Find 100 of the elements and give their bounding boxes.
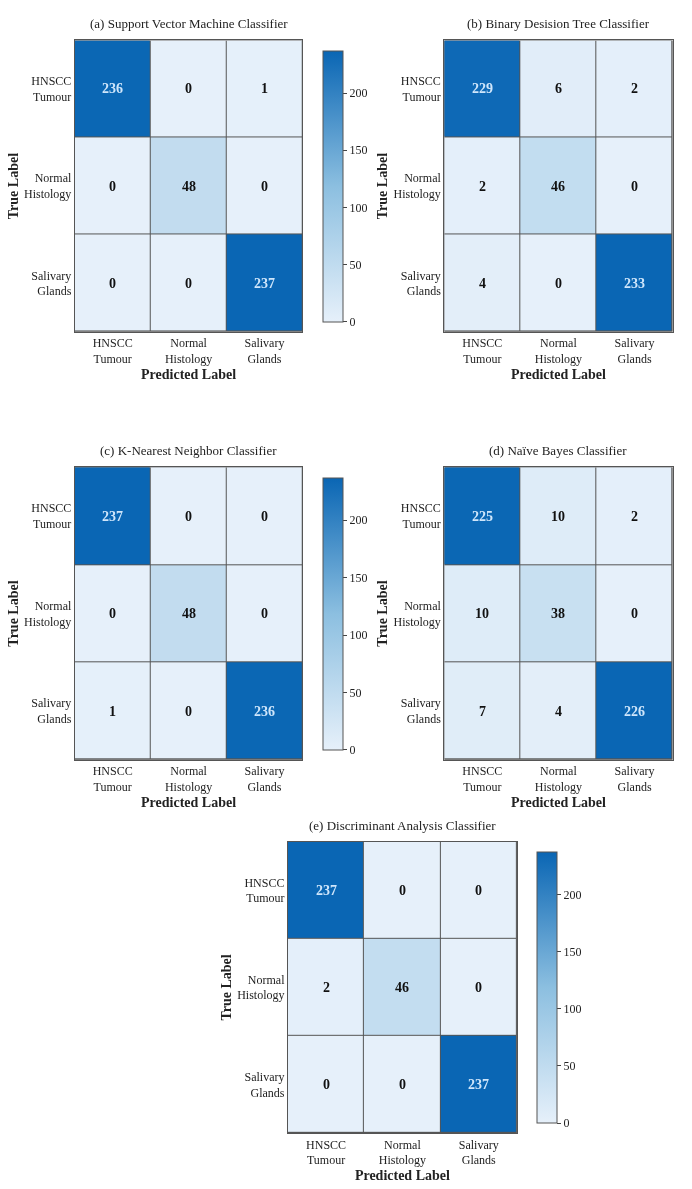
data-label: 236 bbox=[254, 704, 275, 719]
x-axis-title: Predicted Label bbox=[354, 1168, 451, 1184]
color-bar-label: 100 bbox=[349, 200, 368, 215]
y-tick-label: HNSCC Tumour bbox=[244, 875, 285, 906]
y-tick-label: Normal Histology bbox=[23, 171, 72, 202]
color-bar-label: 150 bbox=[563, 944, 582, 959]
color-bar-label: 100 bbox=[349, 628, 368, 643]
y-axis-title: True Label bbox=[375, 580, 391, 647]
data-label: 237 bbox=[316, 883, 337, 898]
data-label: 10 bbox=[475, 606, 489, 621]
color-bar-label: 50 bbox=[349, 257, 362, 272]
data-label: 0 bbox=[631, 179, 638, 194]
color-bar-label: 200 bbox=[563, 887, 582, 902]
data-label: 2 bbox=[631, 81, 638, 96]
y-tick-label: Salivary Glands bbox=[400, 268, 442, 299]
y-tick-label: Salivary Glands bbox=[400, 696, 442, 727]
data-label: 7 bbox=[479, 704, 486, 719]
color-bar-label: 0 bbox=[563, 1116, 570, 1131]
data-label: 0 bbox=[475, 883, 482, 898]
data-label: 229 bbox=[472, 81, 493, 96]
data-label: 2 bbox=[479, 179, 486, 194]
x-tick-label: Normal Histology bbox=[534, 764, 583, 794]
data-label: 237 bbox=[102, 509, 123, 524]
data-label: 0 bbox=[109, 276, 116, 291]
data-label: 0 bbox=[109, 179, 116, 194]
data-label: 2 bbox=[631, 509, 638, 524]
x-tick-label: Salivary Glands bbox=[614, 336, 655, 366]
x-tick-label: HNSCC Tumour bbox=[462, 764, 503, 794]
y-axis-title: True Label bbox=[375, 152, 391, 220]
data-label: 2 bbox=[323, 980, 330, 995]
y-tick-label: HNSCC Tumour bbox=[31, 501, 72, 532]
data-label: 6 bbox=[555, 81, 562, 96]
x-axis-title: Predicted Label bbox=[510, 795, 607, 811]
y-tick-label: Normal Histology bbox=[237, 972, 286, 1003]
data-label: 10 bbox=[551, 509, 565, 524]
y-tick-label: Salivary Glands bbox=[31, 268, 72, 299]
y-tick-label: HNSCC Tumour bbox=[31, 74, 72, 104]
data-label: 48 bbox=[182, 606, 196, 621]
y-tick-label: Normal Histology bbox=[393, 171, 442, 202]
x-tick-label: Salivary Glands bbox=[614, 764, 655, 794]
data-label: 46 bbox=[551, 179, 565, 194]
color-bar-label: 100 bbox=[563, 1001, 582, 1016]
x-axis-title: Predicted Label bbox=[141, 367, 237, 383]
data-label: 0 bbox=[185, 81, 192, 96]
data-label: 0 bbox=[399, 1077, 406, 1092]
y-tick-label: Normal Histology bbox=[393, 598, 442, 629]
chart-title: (e) Discriminant Analysis Classifier bbox=[309, 818, 497, 833]
data-label: 237 bbox=[254, 276, 275, 291]
data-label: 4 bbox=[555, 704, 562, 719]
data-label: 233 bbox=[624, 276, 645, 291]
color-bar-label: 0 bbox=[349, 314, 356, 329]
data-label: 0 bbox=[185, 704, 192, 719]
color-bar-label: 50 bbox=[349, 685, 362, 700]
y-tick-label: Salivary Glands bbox=[244, 1069, 285, 1100]
data-label: 0 bbox=[261, 509, 268, 524]
data-label: 225 bbox=[472, 509, 493, 524]
data-label: 0 bbox=[475, 980, 482, 995]
chart-title: (b) Binary Desision Tree Classifier bbox=[467, 16, 650, 31]
data-label: 0 bbox=[399, 883, 406, 898]
color-bar-label: 200 bbox=[349, 86, 368, 101]
x-tick-label: Normal Histology bbox=[534, 336, 583, 366]
color-bar-label: 150 bbox=[349, 143, 368, 158]
color-bar-label: 50 bbox=[563, 1059, 576, 1074]
data-label: 0 bbox=[185, 276, 192, 291]
y-tick-label: Normal Histology bbox=[23, 598, 72, 629]
chart-title: (d) Naïve Bayes Classifier bbox=[489, 443, 628, 458]
x-tick-label: Salivary Glands bbox=[458, 1137, 499, 1168]
y-tick-label: HNSCC Tumour bbox=[400, 501, 441, 532]
data-label: 1 bbox=[261, 81, 268, 96]
data-label: 0 bbox=[109, 606, 116, 621]
data-label: 226 bbox=[624, 704, 645, 719]
data-label: 48 bbox=[182, 179, 196, 194]
data-label: 38 bbox=[551, 606, 565, 621]
x-tick-label: HNSCC Tumour bbox=[92, 336, 133, 366]
x-tick-label: HNSCC Tumour bbox=[92, 764, 133, 794]
y-axis-title: True Label bbox=[5, 580, 21, 647]
x-tick-label: Normal Histology bbox=[164, 764, 213, 794]
y-axis-title: True Label bbox=[218, 954, 234, 1021]
chart-title: (c) K-Nearest Neighbor Classifier bbox=[100, 443, 278, 458]
color-bar-label: 0 bbox=[349, 742, 356, 757]
color-bar-label: 200 bbox=[349, 513, 368, 528]
data-label: 0 bbox=[555, 276, 562, 291]
y-axis-title: True Label bbox=[5, 152, 21, 220]
data-label: 0 bbox=[323, 1077, 330, 1092]
y-tick-label: HNSCC Tumour bbox=[400, 74, 441, 104]
data-label: 1 bbox=[109, 704, 116, 719]
data-label: 46 bbox=[395, 980, 409, 995]
x-tick-label: Normal Histology bbox=[164, 336, 213, 366]
data-label: 237 bbox=[468, 1077, 489, 1092]
data-label: 4 bbox=[479, 276, 486, 291]
data-label: 0 bbox=[261, 606, 268, 621]
data-label: 0 bbox=[631, 606, 638, 621]
y-tick-label: Salivary Glands bbox=[31, 696, 72, 727]
color-bar-label: 150 bbox=[349, 570, 368, 585]
chart-title: (a) Support Vector Machine Classifier bbox=[90, 16, 289, 31]
x-axis-title: Predicted Label bbox=[510, 367, 607, 383]
x-axis-title: Predicted Label bbox=[141, 795, 237, 811]
data-label: 236 bbox=[102, 81, 123, 96]
x-tick-label: HNSCC Tumour bbox=[306, 1137, 347, 1168]
x-tick-label: HNSCC Tumour bbox=[462, 336, 503, 366]
